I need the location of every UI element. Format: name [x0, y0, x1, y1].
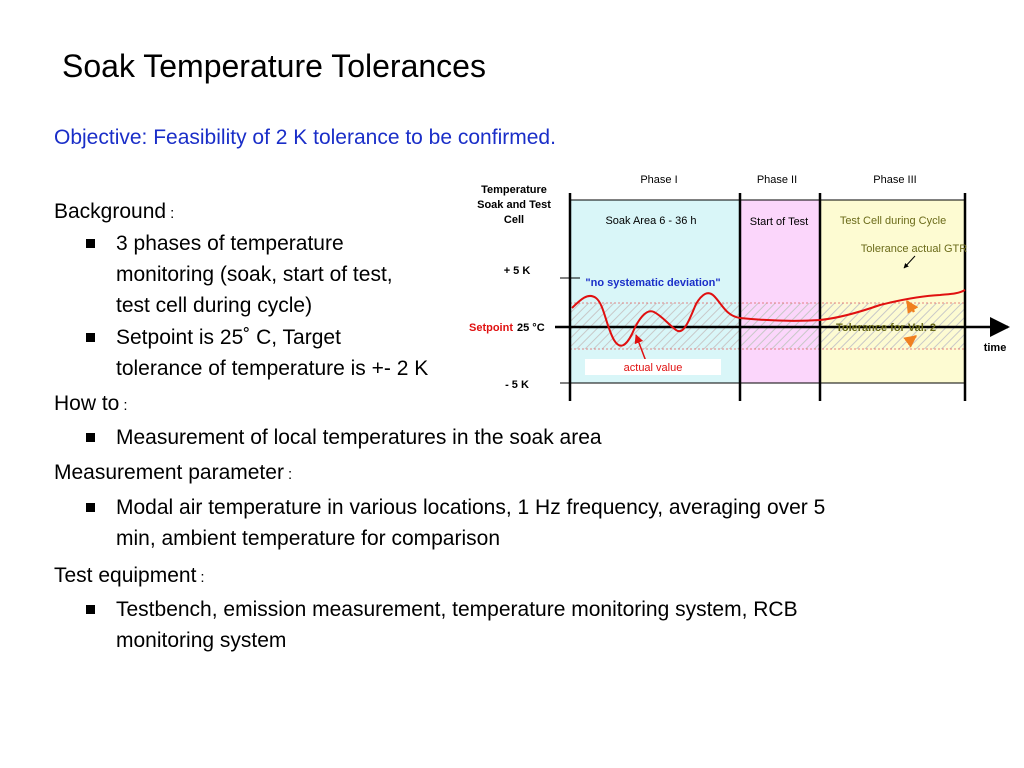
actual-value-box: [585, 359, 721, 375]
slide-title: Soak Temperature Tolerances: [62, 48, 486, 84]
bullet-icon: [86, 492, 100, 512]
background-bullet1-line1: 3 phases of temperature: [116, 232, 344, 255]
area2-label: Start of Test: [750, 216, 809, 228]
actual-value-curve: [571, 289, 966, 347]
bullet-icon: [86, 228, 100, 248]
tolerance-band-upper: [570, 303, 965, 327]
test-equipment-heading-label: Test equipment: [54, 564, 197, 587]
how-to-bullet1: Measurement of local temperatures in the…: [116, 426, 602, 449]
minus5-label: - 5 K: [505, 379, 529, 391]
phase3-area: [819, 199, 966, 384]
test-equipment-bullet1-line1: Testbench, emission measurement, tempera…: [116, 598, 798, 621]
bullet-icon: [86, 422, 100, 442]
measurement-parameter-heading-label: Measurement parameter: [54, 461, 284, 484]
measurement-parameter-bullet1-line1: Modal air temperature in various locatio…: [116, 496, 826, 519]
setpoint-value: 25 °C: [517, 322, 545, 334]
background-heading-label: Background: [54, 200, 167, 223]
tolerance-gtr-label: Tolerance actual GTR: [861, 243, 967, 255]
background-colon: :: [170, 205, 175, 222]
no-deviation-label: "no systematic deviation": [585, 277, 720, 289]
orange-arrow-down: [903, 335, 917, 348]
time-label: time: [984, 342, 1007, 354]
background-bullet1-line2: monitoring (soak, start of test,: [116, 263, 393, 286]
background-heading: Background:: [54, 196, 174, 229]
plus5-label: + 5 K: [504, 265, 531, 277]
objective-text: Objective: Feasibility of 2 K tolerance …: [54, 126, 556, 149]
ylabel-line3: Cell: [504, 214, 524, 226]
phase1-area: [569, 199, 741, 384]
test-equipment-bullet1-line2: monitoring system: [116, 629, 287, 652]
tolerance-band-lower: [570, 327, 965, 349]
test-equipment-heading: Test equipment:: [54, 560, 205, 593]
background-bullet1-line3: test cell during cycle): [116, 294, 313, 317]
setpoint-label: Setpoint: [469, 322, 513, 334]
background-bullet2-line2: tolerance of temperature is +- 2 K: [116, 357, 429, 380]
temperature-phase-diagram: Phase I Phase II Phase III Temperature S…: [469, 174, 1010, 401]
how-to-colon: :: [123, 397, 128, 414]
ylabel-line2: Soak and Test: [477, 199, 551, 211]
measurement-parameter-colon: :: [287, 466, 293, 483]
background-bullet2-line1: Setpoint is 25˚ C, Target: [116, 326, 341, 349]
ylabel-line1: Temperature: [481, 184, 547, 196]
bullet-icon: [86, 322, 100, 342]
how-to-heading: How to:: [54, 388, 128, 421]
tolerance-val2-label: Tolerance for Val. 2: [836, 322, 936, 334]
phase1-label: Phase I: [640, 174, 677, 186]
area1-label: Soak Area 6 - 36 h: [605, 215, 696, 227]
measurement-parameter-bullet1-line2: min, ambient temperature for comparison: [116, 527, 500, 550]
orange-arrow-up: [905, 299, 919, 314]
how-to-heading-label: How to: [54, 392, 120, 415]
bullet-icon: [86, 594, 100, 614]
test-equipment-colon: :: [200, 569, 205, 586]
area3-label: Test Cell during Cycle: [840, 215, 946, 227]
gtr-pointer: [903, 255, 916, 269]
measurement-parameter-heading: Measurement parameter:: [54, 457, 292, 490]
phase2-label: Phase II: [757, 174, 797, 186]
phase2-area: [739, 199, 821, 384]
phase3-label: Phase III: [873, 174, 916, 186]
actual-value-label: actual value: [624, 362, 683, 374]
